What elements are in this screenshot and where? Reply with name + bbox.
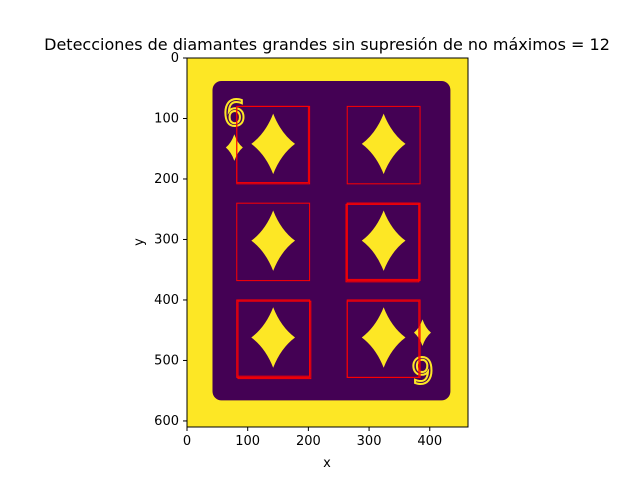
- x-axis-ticks: 0 100 200 300 400: [183, 427, 442, 449]
- x-axis-label: x: [323, 456, 331, 471]
- detection-box: [346, 300, 420, 378]
- y-tick-label: 200: [154, 172, 179, 187]
- detection-box: [346, 105, 421, 185]
- y-tick-label: 300: [154, 232, 179, 247]
- diamond-pip: [361, 210, 406, 271]
- y-tick-label: 500: [154, 353, 179, 368]
- diamond-pip: [251, 113, 296, 175]
- image-layer: 66: [187, 58, 468, 427]
- corner-rank-label: 6: [223, 93, 246, 134]
- diamond-pip: [251, 307, 296, 368]
- plot-area: 66: [186, 57, 469, 428]
- x-tick-label: 100: [235, 434, 260, 449]
- diamond-pip: [361, 307, 406, 368]
- axes-frame: [186, 57, 469, 428]
- x-tick-label: 200: [296, 434, 321, 449]
- y-tick-label: 0: [171, 51, 179, 66]
- x-tick-label: 400: [417, 434, 442, 449]
- diamond-pip: [225, 134, 243, 161]
- y-axis-label: y: [132, 238, 147, 246]
- diamond-pip: [413, 319, 431, 346]
- x-tick-label: 0: [183, 434, 191, 449]
- corner-rank-label: 6: [411, 349, 434, 390]
- y-axis-ticks: 0 100 200 300 400 500 600: [154, 51, 187, 429]
- detection-box: [236, 202, 311, 282]
- diamond-pip: [361, 113, 406, 175]
- y-tick-label: 100: [154, 111, 179, 126]
- detection-box: [346, 202, 420, 280]
- y-tick-label: 600: [154, 414, 179, 429]
- detection-box: [236, 105, 309, 184]
- diamond-pip: [251, 210, 296, 271]
- x-tick-label: 300: [357, 434, 382, 449]
- chart-title: Detecciones de diamantes grandes sin sup…: [44, 35, 610, 54]
- detection-box: [237, 299, 311, 377]
- y-tick-label: 400: [154, 293, 179, 308]
